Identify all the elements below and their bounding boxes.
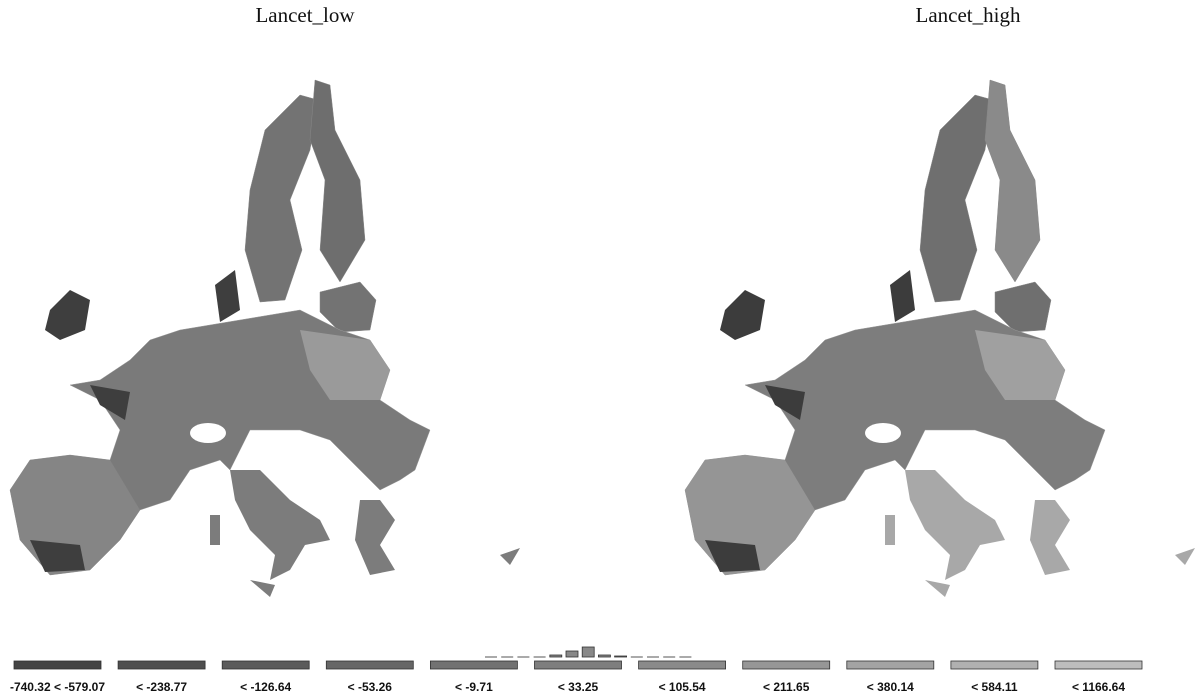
map-lancet-high (684, 79, 1196, 598)
histogram-bar (598, 654, 611, 658)
legend: -740.32 < -579.07 < -238.77 < -126.64 < -53… (10, 646, 1143, 694)
legend-swatch (1054, 660, 1143, 670)
legend-swatch (742, 660, 831, 670)
legend-swatch (846, 660, 935, 670)
legend-label: < -238.77 (136, 680, 187, 694)
legend-swatch (13, 660, 102, 670)
map-title: Lancet_high (916, 3, 1021, 27)
histogram-bar (581, 646, 595, 658)
histogram-bar (549, 654, 563, 658)
histogram-bar (565, 650, 579, 658)
legend-label: < 1166.64 (1072, 680, 1125, 694)
legend-swatch (221, 660, 310, 670)
legend-label: -740.32 < -579.07 (10, 680, 105, 694)
legend-label: < 584.11 (971, 680, 1018, 694)
map-title: Lancet_low (255, 3, 355, 27)
legend-label: < -126.64 (240, 680, 291, 694)
legend-swatch (638, 660, 726, 670)
legend-label: < -9.71 (455, 680, 493, 694)
histogram-bar (614, 655, 627, 658)
legend-swatch (117, 660, 206, 670)
legend-swatch (534, 660, 622, 670)
map-lancet-low (9, 79, 521, 598)
legend-label: < -53.26 (348, 680, 393, 694)
legend-swatch (950, 660, 1039, 670)
legend-label: < 105.54 (659, 680, 706, 694)
legend-label: < 380.14 (867, 680, 914, 694)
legend-label: < 211.65 (763, 680, 810, 694)
legend-swatch (429, 660, 518, 670)
legend-swatch (325, 660, 414, 670)
legend-label: < 33.25 (558, 680, 599, 694)
